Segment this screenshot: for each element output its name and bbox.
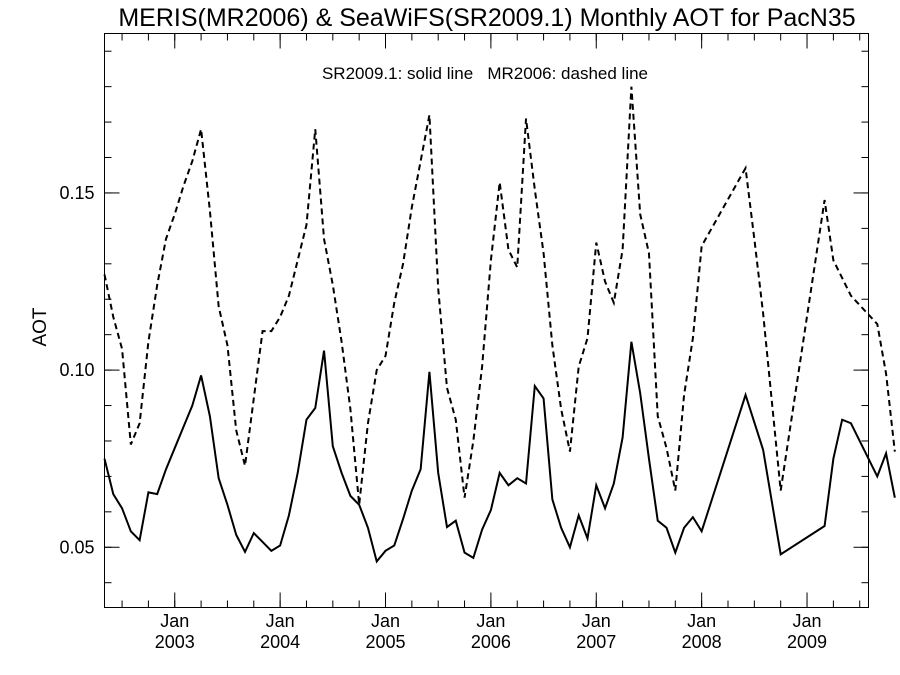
chart-title: MERIS(MR2006) & SeaWiFS(SR2009.1) Monthl… [118, 4, 855, 32]
y-tick-label: 0.10 [59, 360, 94, 380]
y-axis-label: AOT [30, 307, 51, 346]
x-tick-year-label: 2008 [682, 632, 722, 652]
axis-ticks: 0.050.100.15Jan2003Jan2004Jan2005Jan2006… [59, 33, 869, 652]
y-tick-label: 0.05 [59, 537, 94, 557]
x-tick-year-label: 2007 [576, 632, 616, 652]
x-tick-year-label: 2003 [155, 632, 195, 652]
x-tick-year-label: 2004 [260, 632, 300, 652]
x-tick-month-label: Jan [582, 611, 611, 631]
x-tick-year-label: 2009 [787, 632, 827, 652]
x-tick-month-label: Jan [160, 611, 189, 631]
x-tick-month-label: Jan [371, 611, 400, 631]
series-dashed-line [103, 86, 896, 505]
x-tick-month-label: Jan [793, 611, 822, 631]
x-tick-year-label: 2006 [471, 632, 511, 652]
series-group [103, 86, 896, 564]
y-tick-label: 0.15 [59, 183, 94, 203]
legend-annotation: SR2009.1: solid line MR2006: dashed line [322, 64, 648, 83]
x-tick-month-label: Jan [266, 611, 295, 631]
x-tick-year-label: 2005 [365, 632, 405, 652]
plot-frame [104, 33, 869, 608]
x-tick-month-label: Jan [687, 611, 716, 631]
series-solid-line [103, 341, 896, 564]
x-tick-month-label: Jan [476, 611, 505, 631]
